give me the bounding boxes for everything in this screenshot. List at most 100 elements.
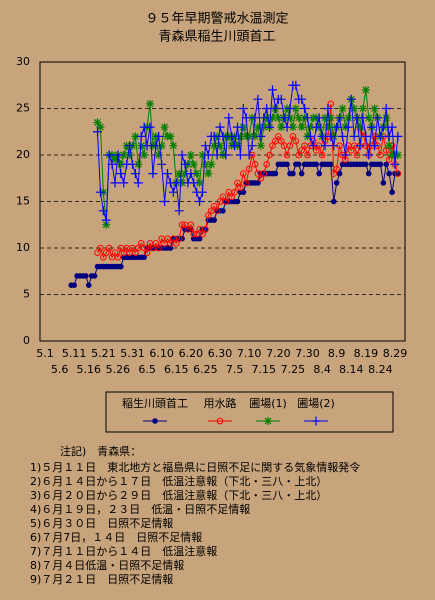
point — [308, 141, 318, 151]
point — [355, 141, 365, 151]
point — [218, 131, 228, 141]
point — [220, 208, 226, 214]
point — [105, 244, 113, 252]
point — [312, 147, 320, 154]
point — [219, 193, 227, 201]
point — [113, 150, 123, 160]
point — [270, 104, 280, 113]
point — [370, 141, 380, 151]
point — [236, 132, 245, 141]
point — [346, 94, 356, 104]
point — [240, 170, 247, 177]
legend-marker — [216, 417, 224, 425]
x-tick-label: 5.16 — [77, 363, 102, 376]
point — [330, 198, 337, 205]
x-tick-label: 7.15 — [252, 363, 277, 376]
point — [321, 113, 329, 122]
point — [390, 159, 400, 169]
point — [290, 170, 296, 177]
point — [347, 147, 355, 154]
point — [175, 169, 184, 178]
note-item: 7)７月１１日から１４日 低温注意報 — [30, 544, 217, 558]
point — [237, 184, 244, 191]
point — [314, 113, 324, 123]
point — [187, 221, 195, 229]
point — [239, 123, 248, 132]
point — [286, 113, 294, 122]
y-tick-label: 15 — [16, 195, 30, 208]
point — [146, 99, 154, 108]
point — [303, 113, 312, 123]
point — [221, 150, 231, 160]
legend-label: 稲生川頭首工 — [122, 396, 188, 410]
point — [133, 178, 143, 188]
point — [300, 104, 310, 113]
point — [338, 131, 347, 141]
x-tick-label: 8.14 — [339, 363, 364, 376]
point — [268, 113, 277, 122]
point — [269, 142, 276, 149]
point — [111, 249, 119, 256]
point — [386, 170, 392, 177]
point — [268, 85, 277, 95]
point — [141, 254, 147, 261]
point — [203, 150, 213, 160]
point — [95, 187, 105, 197]
point — [387, 122, 397, 132]
point — [151, 141, 161, 151]
point — [157, 141, 166, 150]
point — [382, 113, 391, 122]
y-tick-label: 25 — [16, 102, 30, 115]
point — [241, 113, 251, 123]
point — [393, 131, 403, 141]
point — [177, 150, 187, 160]
point — [311, 122, 321, 132]
point — [201, 160, 210, 169]
point — [245, 165, 253, 173]
point — [209, 131, 219, 141]
point — [361, 131, 371, 141]
point — [291, 104, 300, 113]
point — [333, 165, 340, 173]
point — [358, 104, 367, 113]
x-tick-label: 5.31 — [120, 347, 145, 360]
point — [332, 122, 342, 132]
point — [216, 141, 224, 150]
point — [329, 141, 339, 151]
chart-title: ９５年早期警戒水温測定 — [145, 11, 288, 27]
point — [380, 180, 387, 186]
point — [305, 131, 315, 141]
point — [231, 188, 238, 196]
point — [364, 150, 374, 160]
point — [393, 151, 402, 159]
point — [272, 170, 279, 177]
point — [207, 160, 216, 169]
point — [96, 123, 105, 132]
note-item: 6)７月7日，１４日 日照不足情報 — [30, 531, 202, 544]
point — [160, 197, 170, 206]
point — [244, 150, 254, 160]
x-tick-label: 5.6 — [51, 363, 69, 376]
point — [242, 179, 250, 187]
point — [263, 161, 270, 168]
point — [277, 123, 286, 132]
point — [200, 141, 210, 151]
point — [247, 141, 257, 151]
point — [192, 169, 201, 178]
point — [353, 151, 361, 159]
x-tick-label: 7.25 — [281, 363, 306, 376]
legend-marker — [152, 418, 158, 424]
point — [143, 249, 151, 256]
point — [228, 193, 235, 201]
point — [210, 202, 218, 210]
point — [251, 132, 259, 141]
point — [178, 221, 186, 229]
point — [196, 235, 203, 242]
note-item: 1)５月１１日 東北地方と福島県に日照不足に関する気象情報発令 — [30, 460, 360, 474]
point — [328, 161, 334, 168]
point — [235, 150, 245, 160]
point — [125, 141, 135, 151]
point — [295, 161, 302, 168]
point — [152, 240, 160, 247]
